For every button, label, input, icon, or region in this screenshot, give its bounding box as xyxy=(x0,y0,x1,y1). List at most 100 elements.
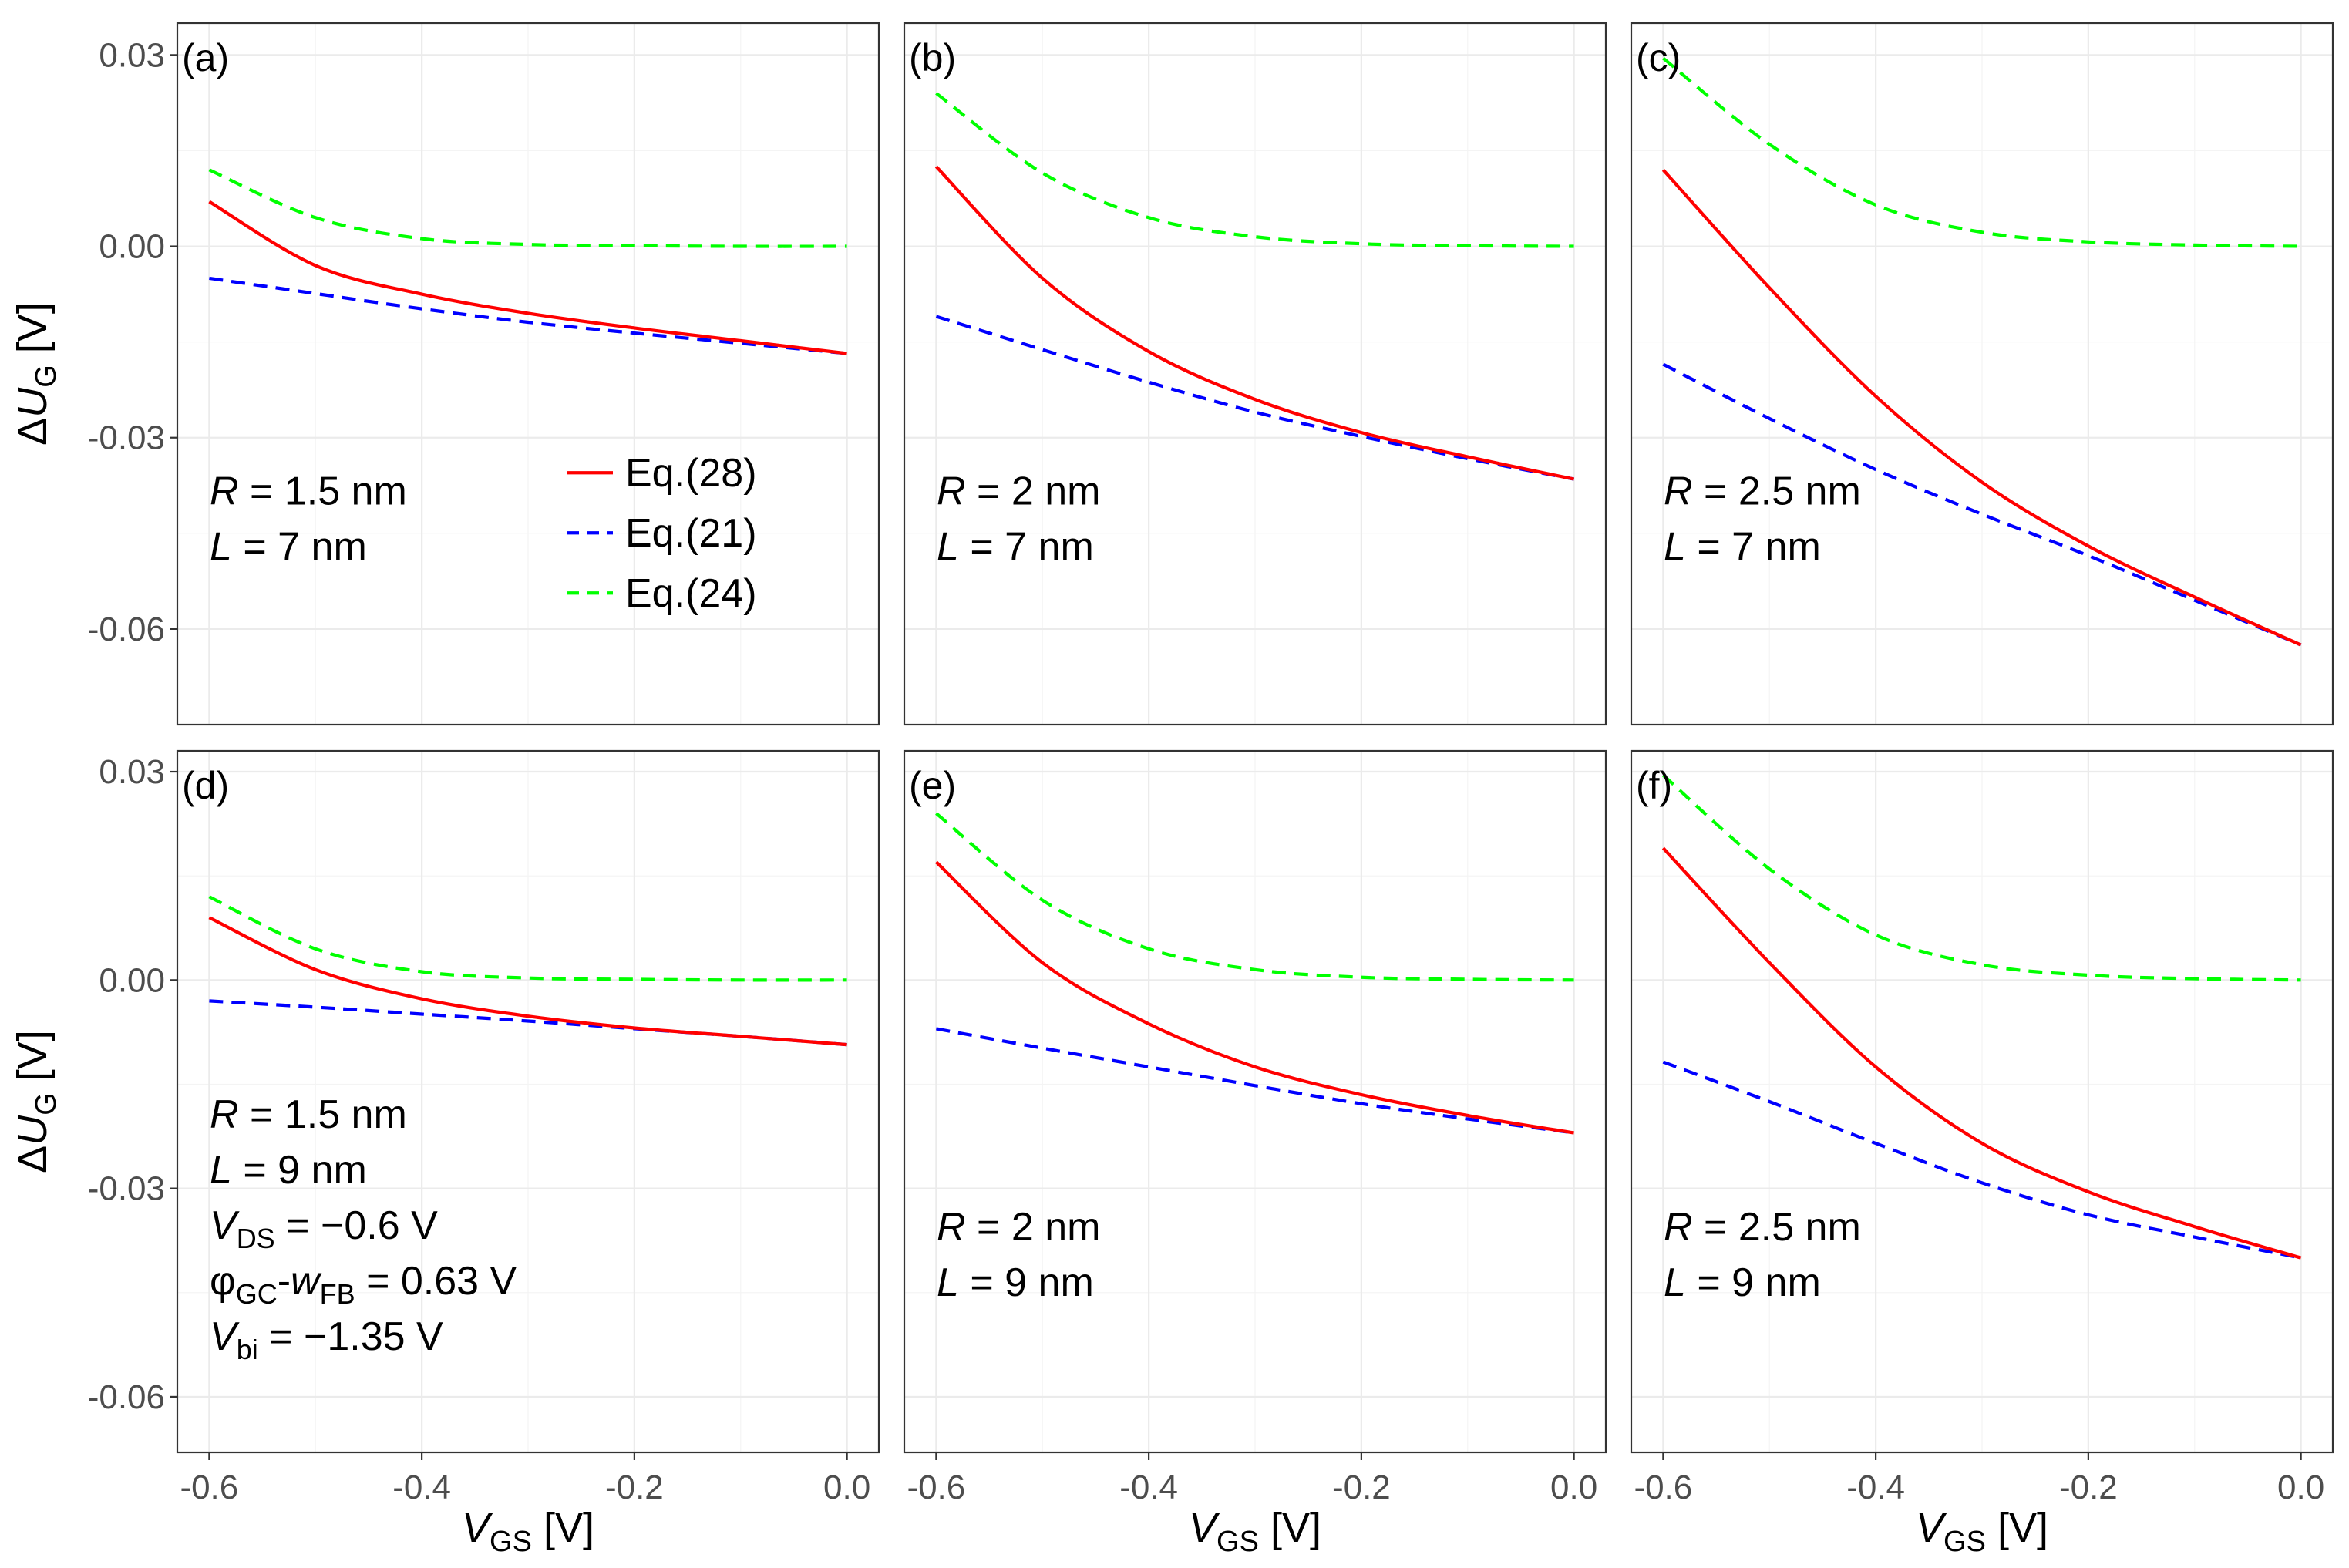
annotation-line: L = 7 nm xyxy=(1664,525,1821,570)
panel-border xyxy=(1630,22,2334,726)
symbol-delta: Δ xyxy=(9,418,56,446)
symbol: V xyxy=(210,1203,240,1248)
subscript: GS xyxy=(1943,1526,1986,1558)
series-line-24 xyxy=(935,92,1574,248)
annotation-line: R = 1.5 nm xyxy=(210,1092,407,1137)
legend-label: Eq.(21) xyxy=(625,511,757,556)
x-tick-label: 0.0 xyxy=(1550,1469,1597,1506)
series-line-28 xyxy=(1661,846,2302,1260)
y-axis-title: ΔUG [V] xyxy=(9,302,62,446)
axis-unit: [V] xyxy=(9,1030,56,1092)
series-line-24 xyxy=(1662,773,2301,982)
y-tick-label: 0.00 xyxy=(99,228,165,266)
symbol: L xyxy=(210,1148,232,1193)
annotation-value: = 7 nm xyxy=(232,525,367,570)
symbol: L xyxy=(937,1260,959,1305)
annotation-line: L = 7 nm xyxy=(210,525,367,570)
x-tick-label: -0.4 xyxy=(1119,1469,1178,1506)
panel-border xyxy=(176,22,880,726)
legend-label: Eq.(28) xyxy=(625,451,757,496)
series-line-28 xyxy=(208,200,847,355)
y-tick-label: -0.03 xyxy=(88,419,165,457)
text-span: - xyxy=(278,1259,291,1304)
series-line-21 xyxy=(1662,1060,2302,1260)
subscript: GS xyxy=(1217,1526,1259,1558)
subscript: GC xyxy=(236,1278,278,1310)
y-tick-label: -0.06 xyxy=(88,611,165,648)
panels-layer: (a)R = 1.5 nmL = 7 nmEq.(28)Eq.(21)Eq.(2… xyxy=(176,22,2334,1454)
symbol: R xyxy=(937,1205,966,1250)
panel-tag: (e) xyxy=(909,764,956,807)
symbol: L xyxy=(1664,1260,1686,1305)
series-line-21 xyxy=(1662,362,2302,647)
panel-border xyxy=(903,749,1607,1454)
symbol: R xyxy=(1664,469,1693,514)
panel-tag: (d) xyxy=(182,764,229,807)
series-line-24 xyxy=(1662,56,2301,248)
symbol-delta: Δ xyxy=(9,1146,56,1173)
panel-tag: (a) xyxy=(182,36,229,79)
x-tick-label: -0.6 xyxy=(1634,1469,1692,1506)
x-tick-label: 0.0 xyxy=(2277,1469,2324,1506)
annotation-line: L = 9 nm xyxy=(210,1148,367,1193)
x-tick-label: -0.6 xyxy=(180,1469,238,1506)
symbol: R xyxy=(210,1092,239,1137)
x-tick-label: -0.4 xyxy=(392,1469,451,1506)
annotation-value: = 9 nm xyxy=(232,1148,367,1193)
series-line-24 xyxy=(208,895,847,982)
panel-c: (c)R = 2.5 nmL = 7 nm xyxy=(1630,22,2334,726)
symbol: R xyxy=(1664,1205,1693,1250)
annotation-line: R = 2 nm xyxy=(937,1205,1100,1250)
series-line-28 xyxy=(1661,168,2302,647)
y-tick-label: -0.06 xyxy=(88,1378,165,1416)
series-line-28 xyxy=(934,165,1575,481)
y-tick-label: 0.00 xyxy=(99,961,165,999)
x-axis-title: VGS [V] xyxy=(1916,1505,2048,1558)
axis-unit: [V] xyxy=(1259,1505,1321,1551)
panel-tag: (f) xyxy=(1636,764,1672,807)
axis-unit: [V] xyxy=(1986,1505,2048,1551)
y-tick-label: 0.03 xyxy=(99,36,165,74)
x-tick-label: -0.6 xyxy=(907,1469,965,1506)
annotation-line: R = 2.5 nm xyxy=(1664,1205,1861,1250)
symbol: L xyxy=(937,525,959,570)
symbol-phi: φ xyxy=(210,1259,236,1304)
symbol-w: w xyxy=(291,1259,322,1304)
x-tick-label: -0.2 xyxy=(605,1469,664,1506)
series-line-21 xyxy=(209,276,847,355)
x-axis-title: VGS [V] xyxy=(462,1505,594,1558)
panel-border xyxy=(1630,749,2334,1454)
symbol-v: V xyxy=(1916,1505,1947,1551)
symbol-u: U xyxy=(9,387,56,418)
legend: Eq.(28) Eq.(21) Eq.(24) xyxy=(567,451,757,616)
symbol-v: V xyxy=(1189,1505,1220,1551)
series-line-24 xyxy=(208,168,847,248)
subscript: DS xyxy=(237,1223,275,1254)
annotation-line: φGC-wFB = 0.63 V xyxy=(210,1259,517,1310)
series-line-28 xyxy=(208,916,847,1047)
annotation-value: = 1.5 nm xyxy=(239,469,407,514)
annotation-line: Vbi = −1.35 V xyxy=(210,1314,443,1365)
annotation-line: L = 7 nm xyxy=(937,525,1094,570)
annotation-value: = 9 nm xyxy=(1686,1260,1821,1305)
panel-border xyxy=(176,749,880,1454)
annotation-value: = 2.5 nm xyxy=(1693,469,1861,514)
panel-f: (f) R = 2.5 nm L = 9 nm xyxy=(1630,749,2334,1454)
subscript: GS xyxy=(490,1526,532,1558)
panel-a: (a)R = 1.5 nmL = 7 nmEq.(28)Eq.(21)Eq.(2… xyxy=(176,22,880,726)
x-tick-label: -0.4 xyxy=(1846,1469,1905,1506)
symbol-v: V xyxy=(462,1505,493,1551)
annotation-value: = 9 nm xyxy=(959,1260,1094,1305)
symbol: V xyxy=(210,1314,240,1359)
x-axis-title: VGS [V] xyxy=(1189,1505,1321,1558)
panel-e: (e) R = 2 nm L = 9 nm xyxy=(903,749,1607,1454)
subscript: G xyxy=(30,365,62,388)
symbol: L xyxy=(210,525,232,570)
series-line-21 xyxy=(209,999,847,1047)
series-line-21 xyxy=(936,1027,1574,1135)
x-tick-label: -0.2 xyxy=(1332,1469,1391,1506)
panel-b: (b)R = 2 nmL = 7 nm xyxy=(903,22,1607,726)
annotation-value: = 7 nm xyxy=(1686,525,1821,570)
